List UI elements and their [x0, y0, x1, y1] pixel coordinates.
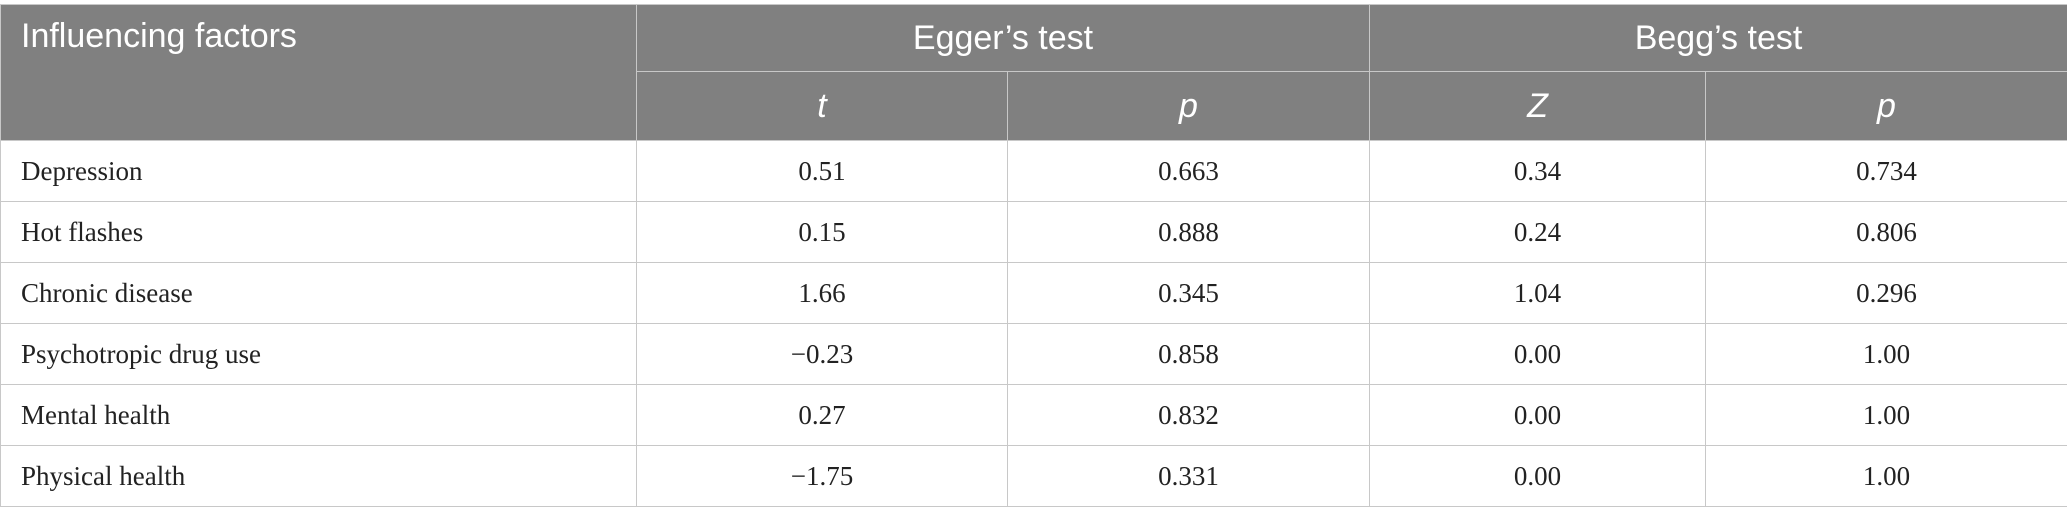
header-eggers-test: Egger’s test [636, 4, 1370, 72]
begg-p-cell: 1.00 [1705, 445, 2067, 507]
begg-z-cell: 1.04 [1369, 262, 1706, 324]
header-row-groups: Influencing factors Egger’s test Begg’s … [0, 4, 2067, 141]
begg-p-cell: 1.00 [1705, 323, 2067, 385]
factor-cell: Psychotropic drug use [0, 323, 637, 385]
egger-t-cell: 1.66 [636, 262, 1008, 324]
begg-p-cell: 0.806 [1705, 201, 2067, 263]
subheader-egger-t: t [636, 71, 1008, 141]
begg-p-cell: 0.296 [1705, 262, 2067, 324]
header-row-subheaders: t p Z p [1, 71, 2067, 141]
table-row: Hot flashes 0.15 0.888 0.24 0.806 [0, 201, 2067, 263]
factor-cell: Hot flashes [0, 201, 637, 263]
table-row: Depression 0.51 0.663 0.34 0.734 [0, 140, 2067, 202]
egger-p-cell: 0.331 [1007, 445, 1370, 507]
begg-z-cell: 0.34 [1369, 140, 1706, 202]
begg-z-cell: 0.00 [1369, 323, 1706, 385]
egger-t-cell: 0.27 [636, 384, 1008, 446]
egger-p-cell: 0.345 [1007, 262, 1370, 324]
begg-p-cell: 0.734 [1705, 140, 2067, 202]
egger-t-cell: 0.15 [636, 201, 1008, 263]
table-body: Depression 0.51 0.663 0.34 0.734 Hot fla… [0, 140, 2067, 507]
table-row: Psychotropic drug use −0.23 0.858 0.00 1… [0, 323, 2067, 385]
subheader-begg-z: Z [1369, 71, 1706, 141]
egger-t-cell: −0.23 [636, 323, 1008, 385]
table-row: Physical health −1.75 0.331 0.00 1.00 [0, 445, 2067, 507]
bias-test-table-container: Influencing factors Egger’s test Begg’s … [0, 4, 2067, 507]
subheader-egger-p: p [1007, 71, 1370, 141]
table-header: Influencing factors Egger’s test Begg’s … [0, 4, 2067, 141]
begg-p-cell: 1.00 [1705, 384, 2067, 446]
factor-cell: Depression [0, 140, 637, 202]
begg-z-cell: 0.00 [1369, 445, 1706, 507]
egger-t-cell: 0.51 [636, 140, 1008, 202]
egger-p-cell: 0.663 [1007, 140, 1370, 202]
factor-cell: Physical health [0, 445, 637, 507]
table-row: Mental health 0.27 0.832 0.00 1.00 [0, 384, 2067, 446]
egger-p-cell: 0.858 [1007, 323, 1370, 385]
header-influencing-factors: Influencing factors [0, 4, 637, 141]
egger-p-cell: 0.832 [1007, 384, 1370, 446]
header-beggs-test: Begg’s test [1369, 4, 2067, 72]
egger-t-cell: −1.75 [636, 445, 1008, 507]
table-row: Chronic disease 1.66 0.345 1.04 0.296 [0, 262, 2067, 324]
begg-z-cell: 0.00 [1369, 384, 1706, 446]
begg-z-cell: 0.24 [1369, 201, 1706, 263]
egger-p-cell: 0.888 [1007, 201, 1370, 263]
subheader-begg-p: p [1705, 71, 2067, 141]
bias-test-table: Influencing factors Egger’s test Begg’s … [0, 4, 2067, 507]
factor-cell: Chronic disease [0, 262, 637, 324]
factor-cell: Mental health [0, 384, 637, 446]
